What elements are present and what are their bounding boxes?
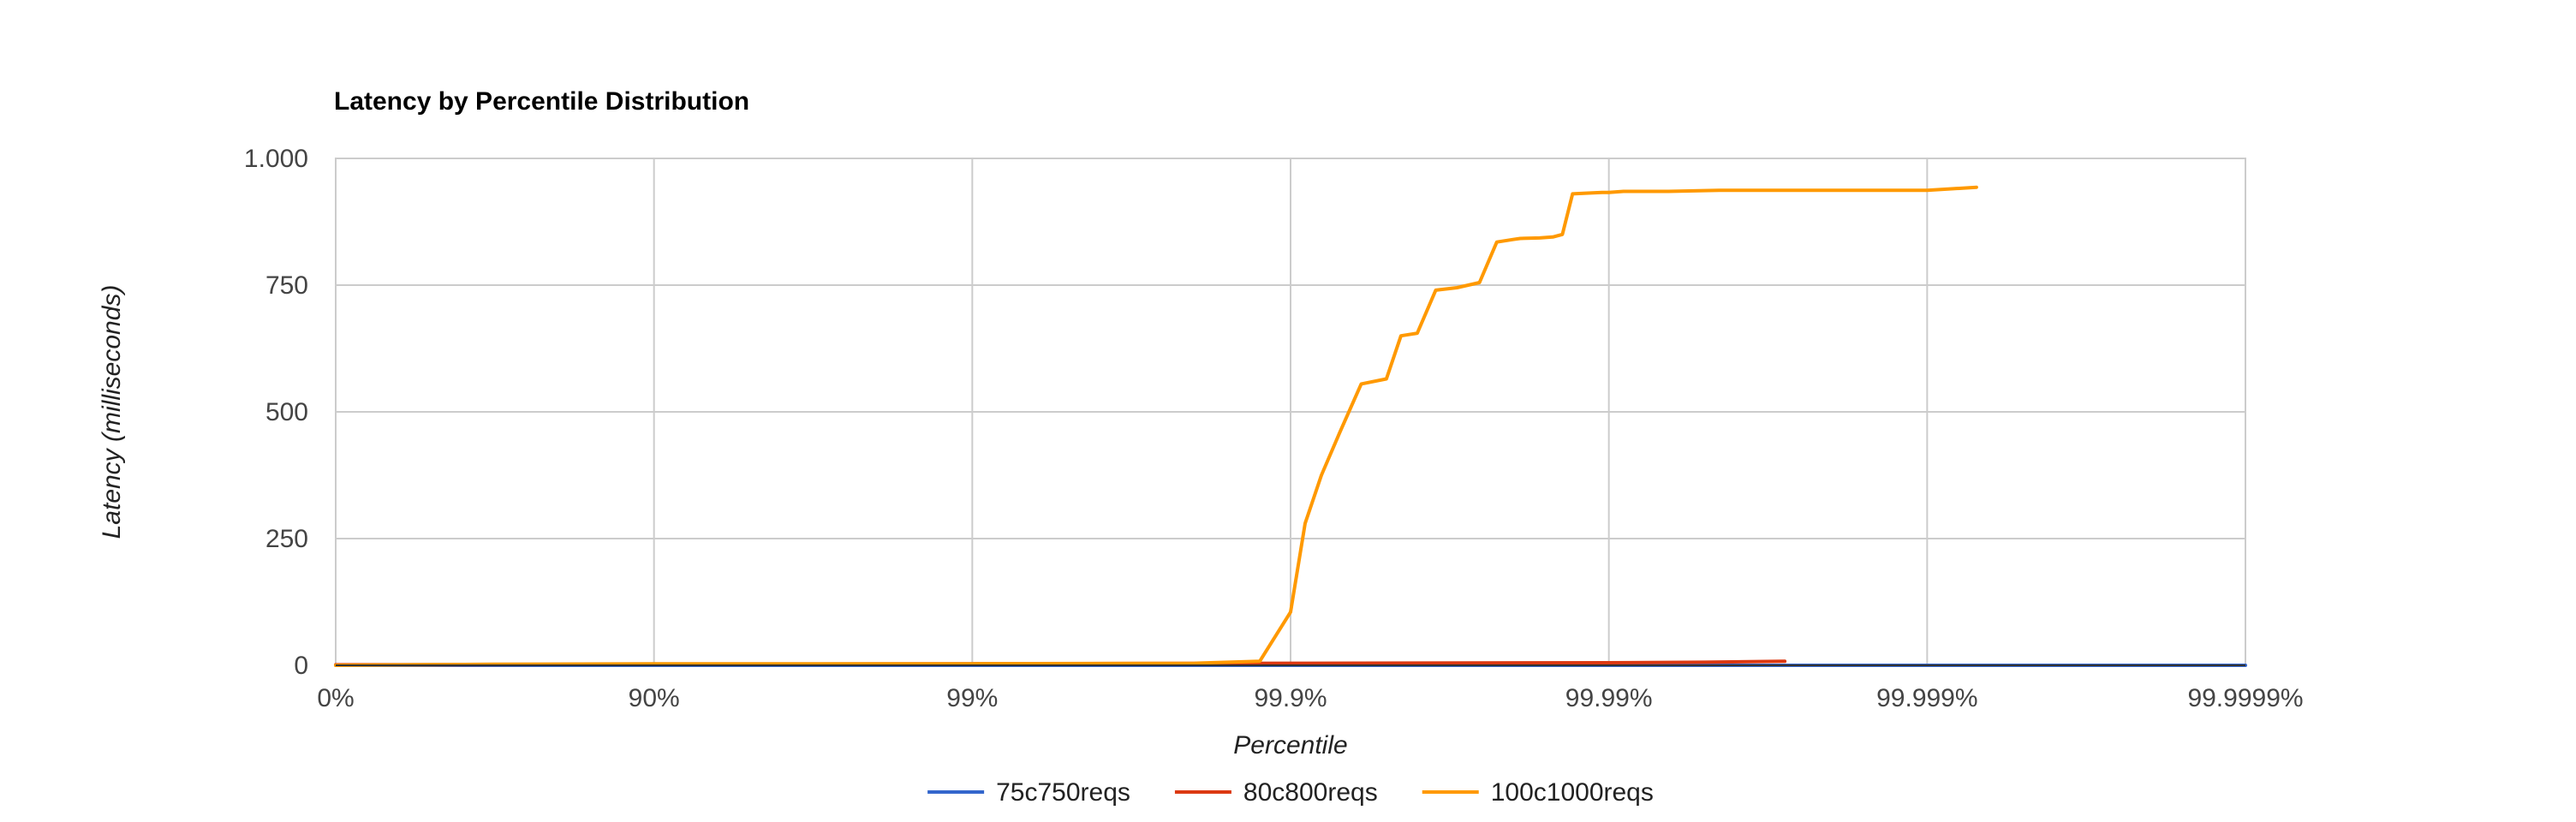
legend-label: 80c800reqs <box>1243 778 1378 807</box>
x-tick-label: 99% <box>946 684 998 712</box>
x-tick-label: 99.9999% <box>2187 684 2303 712</box>
y-tick-label: 250 <box>265 525 308 553</box>
legend-item[interactable]: 75c750reqs <box>927 778 1130 807</box>
legend-label: 75c750reqs <box>996 778 1130 807</box>
series-line-100c1000reqs <box>334 185 1978 667</box>
y-tick-label: 500 <box>265 398 308 426</box>
legend-label: 100c1000reqs <box>1491 778 1654 807</box>
x-tick-label: 90% <box>629 684 680 712</box>
x-axis-ticks: 0% 90% 99% 99.9% 99.99% 99.999% 99.9999% <box>317 684 2303 712</box>
y-tick-label: 750 <box>265 271 308 300</box>
y-tick-label: 0 <box>294 652 308 680</box>
x-tick-label: 99.9% <box>1254 684 1327 712</box>
x-tick-label: 99.999% <box>1876 684 1977 712</box>
y-axis-title: Latency (milliseconds) <box>98 285 126 539</box>
chart-title: Latency by Percentile Distribution <box>334 87 749 116</box>
gridlines <box>335 158 2246 666</box>
x-axis-title: Percentile <box>1233 731 1347 759</box>
y-tick-label: 1.000 <box>244 145 308 173</box>
x-tick-label: 0% <box>317 684 354 712</box>
y-axis-ticks: 0 250 500 750 1.000 <box>244 145 308 680</box>
x-tick-label: 99.99% <box>1565 684 1653 712</box>
legend-item[interactable]: 100c1000reqs <box>1422 778 1654 807</box>
chart-legend[interactable]: 75c750reqs 80c800reqs 100c1000reqs <box>927 778 1654 807</box>
legend-item[interactable]: 80c800reqs <box>1174 778 1378 807</box>
